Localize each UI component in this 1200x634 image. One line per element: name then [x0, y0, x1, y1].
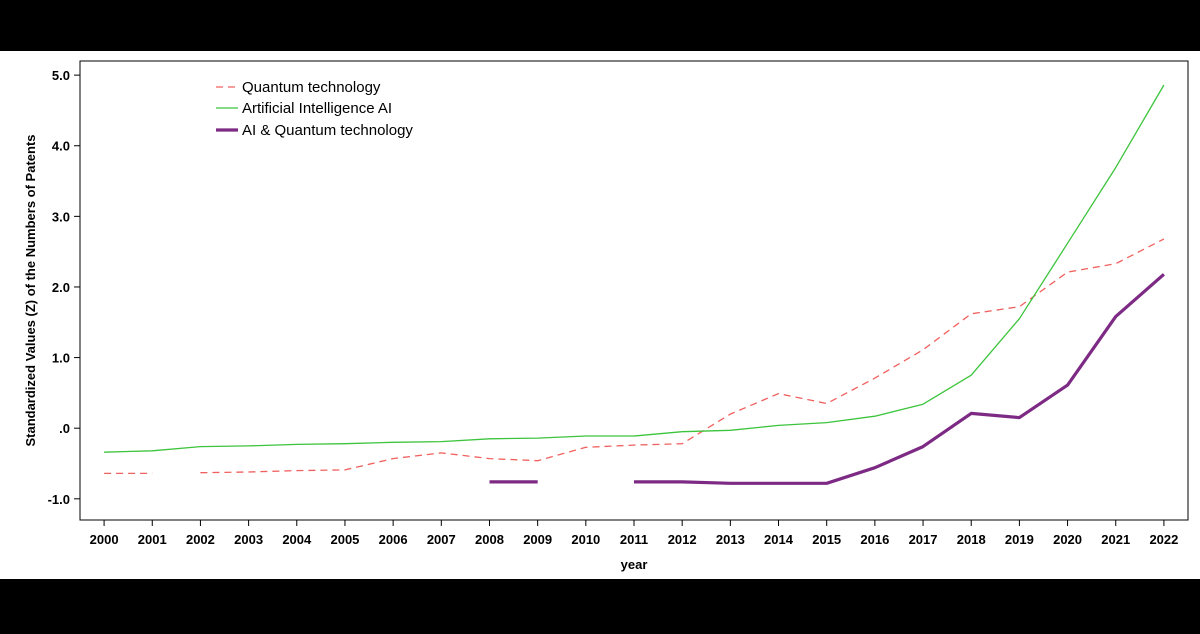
- series-lines: [104, 84, 1165, 485]
- x-tick-label: 2015: [812, 532, 841, 547]
- y-tick-label: -1.0: [48, 492, 70, 507]
- x-tick-label: 2001: [138, 532, 167, 547]
- x-tick-label: 2013: [716, 532, 745, 547]
- series-line-2: [104, 84, 1165, 453]
- y-tick-label: 3.0: [52, 209, 70, 224]
- y-tick-label: 4.0: [52, 139, 70, 154]
- series-line-3: [634, 273, 1165, 485]
- x-tick-label: 2020: [1053, 532, 1082, 547]
- x-tick-label: 2010: [571, 532, 600, 547]
- x-tick-label: 2012: [668, 532, 697, 547]
- x-tick-label: 2022: [1149, 532, 1178, 547]
- legend-label-ai: Artificial Intelligence AI: [242, 100, 392, 117]
- series-line-1: [200, 238, 1165, 474]
- legend: Quantum technology Artificial Intelligen…: [216, 79, 413, 139]
- x-tick-label: 2011: [620, 532, 648, 547]
- x-tick-label: 2017: [909, 532, 938, 547]
- x-tick-label: 2003: [234, 532, 263, 547]
- x-tick-label: 2007: [427, 532, 456, 547]
- line-chart: -1.0.01.02.03.04.05.0 2000 2001 2002 2003 20…: [23, 60, 1189, 572]
- x-tick-label: 2016: [860, 532, 889, 547]
- x-tick-label: 2004: [282, 532, 312, 547]
- y-tick-label: .0: [59, 421, 70, 436]
- x-tick-label: 2019: [1005, 532, 1034, 547]
- y-tick-label: 1.0: [52, 351, 70, 366]
- y-tick-label: 2.0: [52, 280, 70, 295]
- x-tick-label: 2021: [1101, 532, 1130, 547]
- x-tick-labels: 2000 2001 2002 2003 2004 2005 2006 2007 2008 2009…: [90, 520, 1178, 547]
- x-tick-label: 2006: [379, 532, 408, 547]
- x-axis-title: year: [621, 557, 648, 572]
- x-tick-label: 2005: [330, 532, 359, 547]
- y-tick-label: 5.0: [52, 68, 70, 83]
- legend-label-quantum: Quantum technology: [242, 79, 381, 96]
- x-tick-label: 2014: [764, 532, 794, 547]
- y-axis-title: Standardized Values (Z) of the Numbers o…: [23, 134, 38, 446]
- plot-panel: -1.0.0 1.0 2.0 3.0 4.0 5.0 2000 2001 2002 2003 20…: [0, 51, 1200, 579]
- x-tick-label: 2000: [90, 532, 119, 547]
- x-tick-label: 2008: [475, 532, 504, 547]
- x-tick-label: 2002: [186, 532, 215, 547]
- legend-label-ai-quantum: AI & Quantum technology: [242, 122, 413, 139]
- y-tick-labels: -1.0 .0 1.0 2.0 3.0 4.0 5.0: [48, 68, 80, 507]
- x-tick-label: 2018: [957, 532, 986, 547]
- x-tick-label: 2009: [523, 532, 552, 547]
